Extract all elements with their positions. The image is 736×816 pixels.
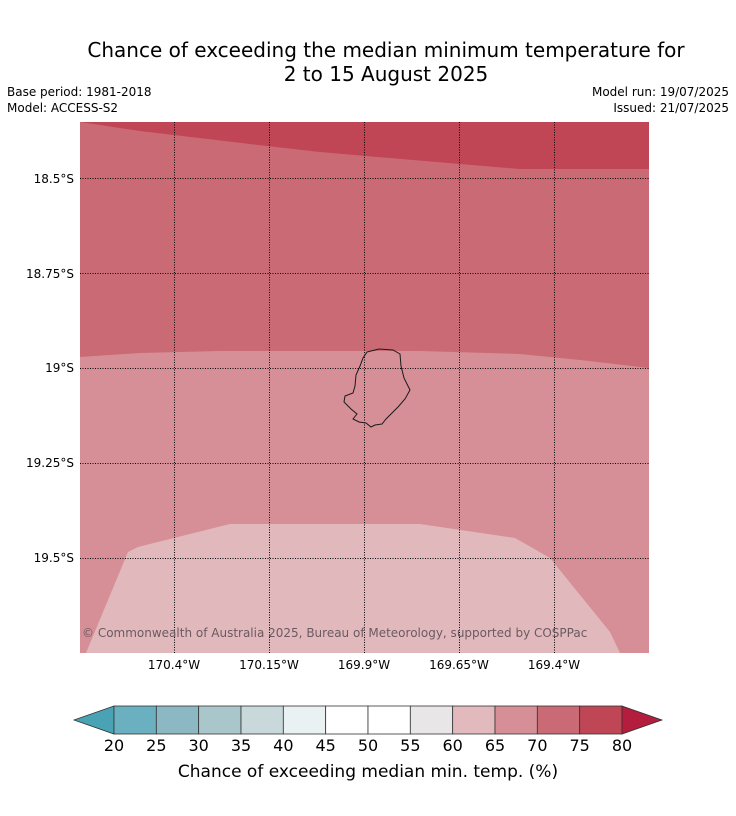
- title-line-1: Chance of exceeding the median minimum t…: [87, 38, 685, 62]
- lat-label-19-25: 19.25°S: [26, 456, 74, 470]
- colorbar-tick-20: 20: [103, 736, 125, 755]
- colorbar-tick-70: 70: [527, 736, 548, 755]
- colorbar-tick-60: 60: [442, 736, 463, 755]
- lat-label-19: 19°S: [45, 361, 74, 375]
- colorbar-arrow-high: [621, 705, 664, 735]
- colorbar-swatch-30-35: [198, 705, 242, 735]
- graticule: [80, 122, 649, 653]
- title-line-2: 2 to 15 August 2025: [283, 62, 489, 86]
- colorbar-tick-40: 40: [273, 736, 294, 755]
- lon-label-170-15: 170.15°W: [239, 658, 299, 672]
- map-area: [80, 122, 649, 653]
- lat-label-18-5: 18.5°S: [33, 172, 74, 186]
- colorbar-tick-25: 25: [146, 736, 167, 755]
- lon-label-169-4: 169.4°W: [527, 658, 581, 672]
- map-svg: [80, 122, 649, 653]
- lon-label-170-4: 170.4°W: [147, 658, 201, 672]
- model-name: Model: ACCESS-S2: [7, 101, 119, 115]
- base-period: Base period: 1981-2018: [7, 85, 152, 99]
- colorbar-tick-80: 80: [611, 736, 633, 755]
- colorbar-swatch-20-25: [113, 705, 157, 735]
- colorbar-svg: [72, 705, 664, 735]
- colorbar-tick-75: 75: [569, 736, 590, 755]
- colorbar-swatch-25-30: [155, 705, 200, 735]
- colorbar-tick-55: 55: [400, 736, 421, 755]
- colorbar: [72, 704, 664, 740]
- colorbar-swatch-35-40: [240, 705, 284, 735]
- colorbar-arrow-low: [72, 705, 115, 735]
- issued-date: Issued: 21/07/2025: [613, 101, 729, 115]
- colorbar-swatch-50-55: [367, 705, 411, 735]
- model-run: Model run: 19/07/2025: [591, 85, 729, 99]
- lon-label-169-65: 169.65°W: [429, 658, 489, 672]
- copyright-credit: © Commonwealth of Australia 2025, Bureau…: [82, 626, 588, 640]
- colorbar-swatch-45-50: [325, 705, 369, 735]
- map-title: Chance of exceeding the median minimum t…: [0, 38, 736, 86]
- colorbar-tick-35: 35: [230, 736, 252, 755]
- lat-label-18-75: 18.75°S: [26, 267, 74, 281]
- colorbar-tick-45: 45: [315, 736, 336, 755]
- island-outline: [343, 348, 411, 428]
- colorbar-swatch-60-65: [452, 705, 496, 735]
- band-60-65: [86, 524, 620, 653]
- run-info: Model run: 19/07/2025 Issued: 21/07/2025: [592, 84, 729, 116]
- colorbar-tick-50: 50: [357, 736, 379, 755]
- colorbar-tick-65: 65: [484, 736, 506, 755]
- lat-label-19-5: 19.5°S: [33, 551, 74, 565]
- lon-label-169-9: 169.9°W: [337, 658, 391, 672]
- colorbar-swatch-40-45: [282, 705, 327, 735]
- colorbar-tick-30: 30: [188, 736, 209, 755]
- colorbar-swatch-70-75: [536, 705, 581, 735]
- colorbar-swatch-55-60: [409, 705, 454, 735]
- colorbar-label: Chance of exceeding median min. temp. (%…: [177, 762, 559, 782]
- colorbar-swatch-65-70: [494, 705, 538, 735]
- colorbar-swatch-75-80: [579, 705, 623, 735]
- model-info: Base period: 1981-2018 Model: ACCESS-S2: [7, 84, 152, 116]
